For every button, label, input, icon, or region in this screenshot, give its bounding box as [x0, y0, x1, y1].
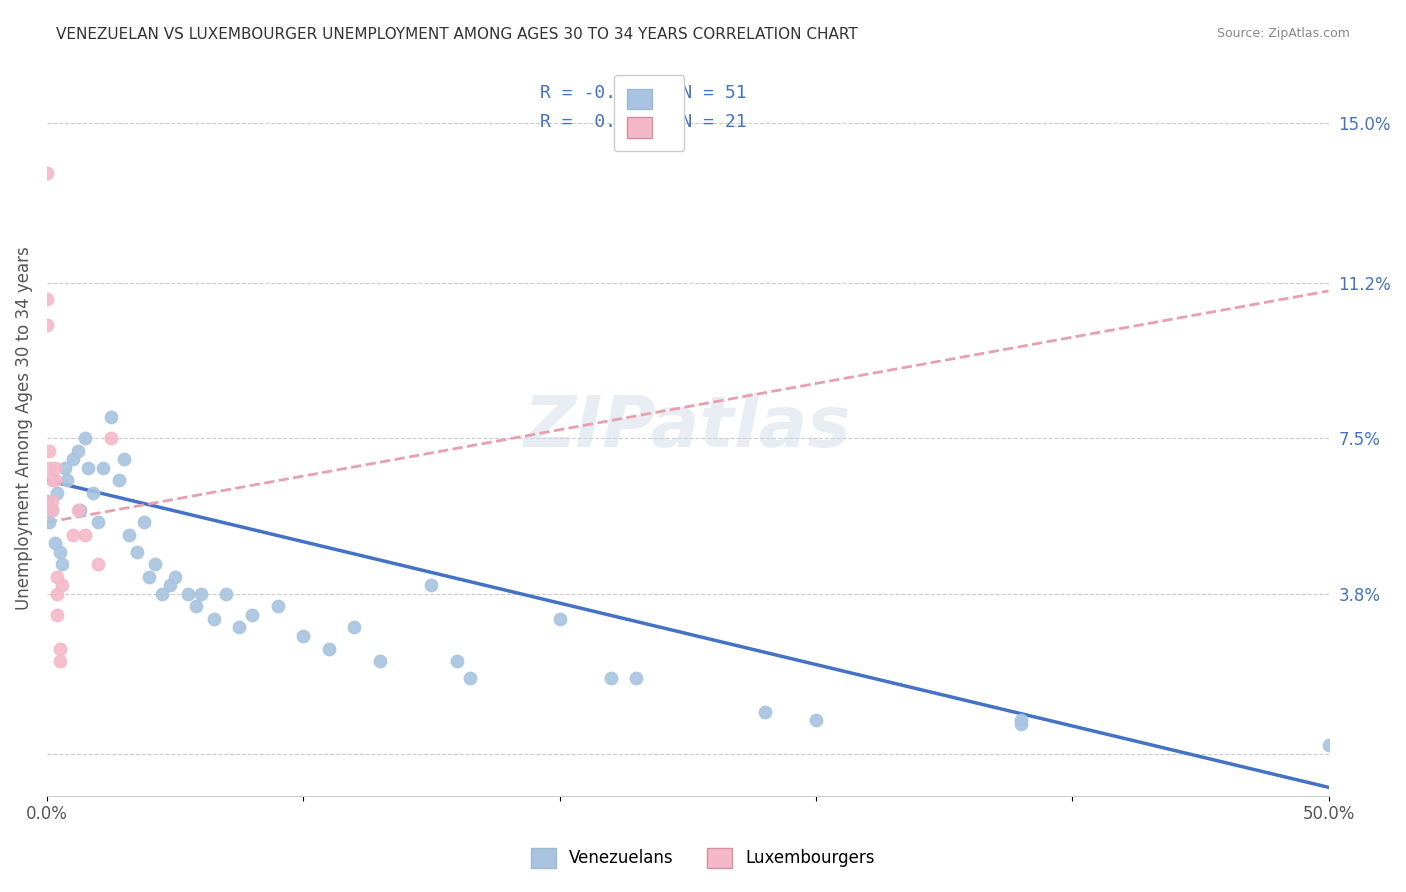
Point [202, 612, 225, 626]
Legend:  ,  : , [614, 75, 685, 151]
Point [38, 516, 60, 530]
Point [41, 502, 63, 516]
Point [91, 460, 114, 475]
Point [100, 410, 122, 425]
Point [66, 502, 89, 516]
Point [240, 607, 263, 622]
Point [446, 654, 468, 668]
Point [87, 516, 110, 530]
Point [318, 641, 340, 656]
Point [56, 473, 79, 487]
Point [77, 460, 100, 475]
Text: VENEZUELAN VS LUXEMBOURGER UNEMPLOYMENT AMONG AGES 30 TO 34 YEARS CORRELATION CH: VENEZUELAN VS LUXEMBOURGER UNEMPLOYMENT … [56, 27, 858, 42]
Point [343, 620, 366, 634]
Point [420, 578, 443, 592]
Point [1010, 717, 1032, 731]
Point [112, 452, 135, 467]
Point [118, 528, 141, 542]
Text: R =  0.039   N = 21: R = 0.039 N = 21 [540, 113, 747, 131]
Point [626, 671, 648, 685]
Point [46, 486, 69, 500]
Point [46, 570, 69, 584]
Point [1010, 713, 1032, 727]
Point [66, 443, 89, 458]
Point [35, 166, 58, 180]
Point [41, 494, 63, 508]
Point [165, 570, 187, 584]
Point [368, 654, 391, 668]
Point [143, 558, 166, 572]
Text: R = -0.439   N = 51: R = -0.439 N = 51 [540, 84, 747, 102]
Point [44, 460, 66, 475]
Point [134, 516, 156, 530]
Point [100, 431, 122, 445]
Point [599, 671, 621, 685]
Point [75, 431, 97, 445]
Point [138, 570, 160, 584]
Point [46, 587, 69, 601]
Point [41, 502, 63, 516]
Point [1317, 739, 1340, 753]
Point [159, 578, 181, 592]
Point [754, 705, 776, 719]
Point [62, 452, 84, 467]
Point [53, 460, 76, 475]
Point [35, 318, 58, 332]
Point [87, 558, 110, 572]
Point [41, 473, 63, 487]
Point [458, 671, 481, 685]
Point [48, 654, 70, 668]
Legend: Venezuelans, Luxembourgers: Venezuelans, Luxembourgers [524, 841, 882, 875]
Point [51, 578, 73, 592]
Point [51, 558, 73, 572]
Text: Source: ZipAtlas.com: Source: ZipAtlas.com [1216, 27, 1350, 40]
Point [44, 473, 66, 487]
Point [184, 599, 207, 614]
Point [44, 536, 66, 550]
Point [62, 528, 84, 542]
Point [35, 293, 58, 307]
Point [228, 620, 250, 634]
Point [548, 612, 571, 626]
Point [107, 473, 129, 487]
Point [69, 502, 91, 516]
Point [48, 641, 70, 656]
Point [48, 545, 70, 559]
Point [75, 528, 97, 542]
Point [82, 486, 104, 500]
Point [177, 587, 200, 601]
Point [190, 587, 212, 601]
Point [292, 629, 315, 643]
Point [35, 494, 58, 508]
Point [266, 599, 288, 614]
Text: ZIPatlas: ZIPatlas [524, 393, 852, 462]
Point [38, 443, 60, 458]
Point [46, 607, 69, 622]
Point [125, 545, 148, 559]
Point [150, 587, 173, 601]
Point [804, 713, 827, 727]
Y-axis label: Unemployment Among Ages 30 to 34 years: Unemployment Among Ages 30 to 34 years [15, 246, 32, 609]
Point [38, 460, 60, 475]
Point [215, 587, 238, 601]
